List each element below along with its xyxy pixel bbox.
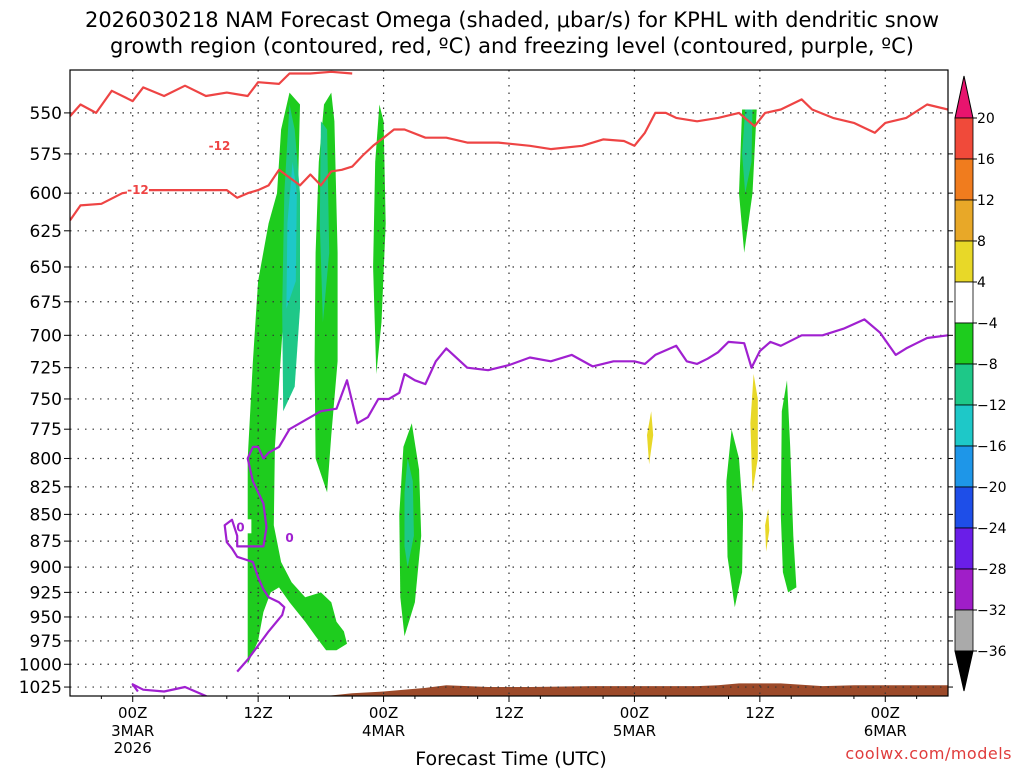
- colorbar-top-triangle: [954, 75, 974, 119]
- omega-region-8: [319, 121, 330, 323]
- colorbar-label-5: −4: [977, 316, 998, 332]
- plot-frame: [69, 69, 949, 697]
- y-tick-label-11: 825: [30, 478, 62, 498]
- contour-label-0: -12: [209, 139, 231, 153]
- colorbar-label-1: 16: [977, 152, 995, 168]
- y-tick-label-3: 625: [30, 222, 62, 242]
- colorbar-box-7: [954, 404, 974, 447]
- y-tick-label-12: 850: [30, 505, 62, 525]
- omega-region-2: [373, 104, 386, 374]
- y-tick-label-19: 1025: [19, 678, 62, 698]
- contour-label-bg-0: [208, 137, 231, 152]
- contour-2: [131, 683, 208, 696]
- contour-3: [223, 318, 948, 673]
- colorbar-label-10: −24: [977, 521, 1007, 537]
- x-tick-label-4: 00Z: [620, 704, 649, 722]
- omega-region-6: [780, 380, 797, 593]
- omega-region-5: [726, 429, 744, 608]
- omega-region-11: [286, 161, 297, 309]
- y-tick-label-7: 725: [30, 359, 62, 379]
- y-tick-label-15: 925: [30, 583, 62, 603]
- omega-region-13: [750, 374, 758, 493]
- contour-0: [70, 70, 353, 118]
- x-tick-sublabel-6-0: 6MAR: [864, 722, 907, 740]
- chart-title-line-2: growth region (contoured, red, ºC) and f…: [110, 34, 914, 58]
- colorbar-box-2: [954, 199, 974, 242]
- y-tick-label-1: 575: [30, 145, 62, 165]
- y-tick-label-6: 700: [30, 326, 62, 346]
- colorbar-label-6: −8: [977, 357, 998, 373]
- colorbar-box-3: [954, 240, 974, 283]
- y-tick-label-17: 975: [30, 632, 62, 652]
- source-credit: coolwx.com/models: [845, 744, 1012, 763]
- colorbar-label-13: −36: [977, 644, 1007, 660]
- colorbar-box-1: [954, 158, 974, 201]
- colorbar-box-11: [954, 568, 974, 611]
- x-tick-label-5: 12Z: [745, 704, 774, 722]
- colorbar-box-0: [954, 117, 974, 160]
- contour-label-bg-1: [126, 182, 149, 197]
- omega-region-12: [647, 411, 654, 465]
- y-tick-label-5: 675: [30, 293, 62, 313]
- y-tick-label-2: 600: [30, 184, 62, 204]
- colorbar-box-12: [954, 609, 974, 652]
- chart-title-line-1: 2026030218 NAM Forecast Omega (shaded, μ…: [84, 8, 940, 32]
- contour-label-3: 0: [285, 531, 293, 545]
- colorbar: 20 16 12 8 4 −4 −8 −12 −16 −20 −24 −28 −32 −36: [954, 75, 1007, 692]
- terrain-ground: [70, 683, 948, 696]
- y-tick-label-0: 550: [30, 104, 62, 124]
- x-tick-label-0: 00Z: [118, 704, 147, 722]
- colorbar-box-6: [954, 363, 974, 406]
- y-tick-label-4: 650: [30, 258, 62, 278]
- x-tick-label-1: 12Z: [243, 704, 272, 722]
- contour-label-1: -12: [127, 183, 149, 197]
- y-tick-label-9: 775: [30, 420, 62, 440]
- colorbar-label-12: −32: [977, 603, 1007, 619]
- colorbar-label-4: 4: [977, 275, 986, 291]
- contour-1: [70, 98, 948, 222]
- omega-region-14: [765, 508, 770, 552]
- colorbar-box-8: [954, 445, 974, 488]
- y-tick-label-16: 950: [30, 608, 62, 628]
- omega-region-10: [742, 109, 753, 194]
- plot-area: -12 -12 0 0: [70, 70, 948, 696]
- contour-label-2: 0: [236, 520, 244, 534]
- x-tick-label-6: 00Z: [871, 704, 900, 722]
- colorbar-label-3: 8: [977, 234, 986, 250]
- y-tick-label-8: 750: [30, 390, 62, 410]
- colorbar-box-10: [954, 527, 974, 570]
- x-axis-label: Forecast Time (UTC): [415, 748, 606, 768]
- omega-region-9: [404, 458, 414, 568]
- x-tick-label-3: 12Z: [494, 704, 523, 722]
- y-tick-label-13: 875: [30, 532, 62, 552]
- x-tick-sublabel-0-1: 2026: [114, 739, 152, 757]
- omega-region-0: [247, 92, 347, 665]
- y-tick-label-14: 900: [30, 558, 62, 578]
- contour-label-bg-3: [278, 529, 301, 544]
- colorbar-box-9: [954, 486, 974, 529]
- colorbar-label-8: −16: [977, 439, 1007, 455]
- y-tick-label-18: 1000: [19, 655, 62, 675]
- colorbar-box-5: [954, 322, 974, 365]
- colorbar-label-0: 20: [977, 111, 995, 127]
- colorbar-label-9: −20: [977, 480, 1007, 496]
- colorbar-bottom-triangle: [954, 650, 974, 692]
- x-tick-sublabel-2-0: 4MAR: [362, 722, 405, 740]
- colorbar-label-7: −12: [977, 398, 1007, 414]
- y-tick-label-10: 800: [30, 449, 62, 469]
- colorbar-label-2: 12: [977, 193, 995, 209]
- colorbar-box-4: [954, 281, 974, 324]
- colorbar-label-11: −28: [977, 562, 1007, 578]
- x-tick-sublabel-4-0: 5MAR: [613, 722, 656, 740]
- x-tick-sublabel-0-0: 3MAR: [111, 722, 154, 740]
- x-tick-label-2: 00Z: [369, 704, 398, 722]
